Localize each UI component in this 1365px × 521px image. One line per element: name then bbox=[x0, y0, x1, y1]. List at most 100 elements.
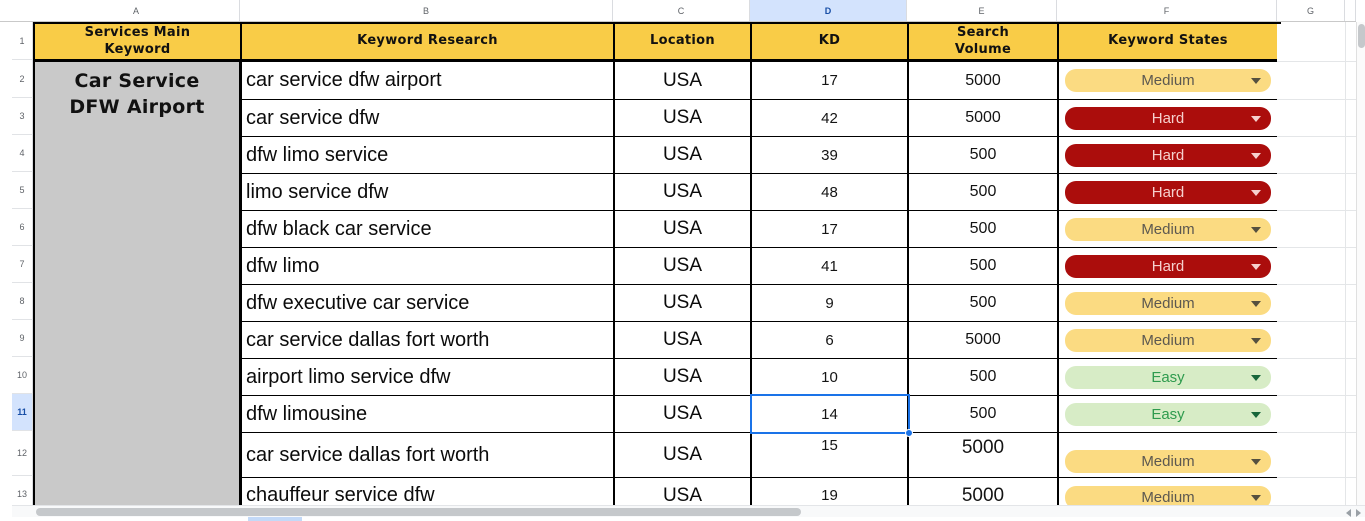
chevron-down-icon[interactable] bbox=[1251, 411, 1261, 418]
chevron-down-icon[interactable] bbox=[1251, 226, 1261, 233]
chevron-down-icon[interactable] bbox=[1251, 495, 1261, 501]
cell-d3[interactable]: 42 bbox=[752, 100, 909, 137]
column-header-e[interactable]: E bbox=[907, 0, 1057, 21]
cell-b9[interactable]: car service dallas fort worth bbox=[242, 322, 615, 359]
row-header-9[interactable]: 9 bbox=[12, 320, 33, 357]
chevron-down-icon[interactable] bbox=[1251, 374, 1261, 381]
cell-b10[interactable]: airport limo service dfw bbox=[242, 359, 615, 396]
chevron-down-icon[interactable] bbox=[1251, 152, 1261, 159]
cell-c4[interactable]: USA bbox=[615, 137, 752, 174]
cell-d4[interactable]: 39 bbox=[752, 137, 909, 174]
cell-f4[interactable]: Hard bbox=[1059, 137, 1279, 174]
chevron-down-icon[interactable] bbox=[1251, 337, 1261, 344]
cell-d5[interactable]: 48 bbox=[752, 174, 909, 211]
chevron-down-icon[interactable] bbox=[1251, 115, 1261, 122]
column-header-f[interactable]: F bbox=[1057, 0, 1277, 21]
cell-g3[interactable] bbox=[1277, 100, 1356, 137]
row-header-10[interactable]: 10 bbox=[12, 357, 33, 394]
cell-d12[interactable]: 15 bbox=[752, 433, 909, 478]
cell-g11[interactable] bbox=[1277, 396, 1356, 433]
cell-b4[interactable]: dfw limo service bbox=[242, 137, 615, 174]
cell-f7[interactable]: Hard bbox=[1059, 248, 1279, 285]
cell-e12[interactable]: 5000 bbox=[909, 433, 1059, 478]
horizontal-scrollbar-thumb[interactable] bbox=[36, 508, 801, 516]
cell-g5[interactable] bbox=[1277, 174, 1356, 211]
vertical-scrollbar-thumb[interactable] bbox=[1358, 24, 1365, 48]
header-cell-search-volume[interactable]: Search Volume bbox=[909, 24, 1059, 62]
chevron-down-icon[interactable] bbox=[1251, 300, 1261, 307]
column-header-g[interactable]: G bbox=[1277, 0, 1345, 21]
keyword-state-chip[interactable]: Medium bbox=[1065, 291, 1271, 315]
keyword-state-chip[interactable]: Medium bbox=[1065, 486, 1271, 509]
cell-e10[interactable]: 500 bbox=[909, 359, 1059, 396]
cell-c9[interactable]: USA bbox=[615, 322, 752, 359]
row-header-12[interactable]: 12 bbox=[12, 431, 33, 476]
cell-c3[interactable]: USA bbox=[615, 100, 752, 137]
cell-e3[interactable]: 5000 bbox=[909, 100, 1059, 137]
keyword-state-chip[interactable]: Hard bbox=[1065, 180, 1271, 204]
cell-f10[interactable]: Easy bbox=[1059, 359, 1279, 396]
cell-c6[interactable]: USA bbox=[615, 211, 752, 248]
cell-c12[interactable]: USA bbox=[615, 433, 752, 478]
cell-g10[interactable] bbox=[1277, 359, 1356, 396]
cell-c10[interactable]: USA bbox=[615, 359, 752, 396]
cell-f3[interactable]: Hard bbox=[1059, 100, 1279, 137]
cell-f8[interactable]: Medium bbox=[1059, 285, 1279, 322]
row-header-8[interactable]: 8 bbox=[12, 283, 33, 320]
row-header-2[interactable]: 2 bbox=[12, 60, 33, 98]
cell-d11[interactable]: 14 bbox=[752, 396, 909, 433]
cell-d7[interactable]: 41 bbox=[752, 248, 909, 285]
column-header-c[interactable]: C bbox=[613, 0, 750, 21]
cell-e5[interactable]: 500 bbox=[909, 174, 1059, 211]
cell-e7[interactable]: 500 bbox=[909, 248, 1059, 285]
keyword-state-chip[interactable]: Medium bbox=[1065, 450, 1271, 473]
keyword-state-chip[interactable]: Easy bbox=[1065, 365, 1271, 389]
chevron-down-icon[interactable] bbox=[1251, 263, 1261, 270]
cell-g7[interactable] bbox=[1277, 248, 1356, 285]
row-header-5[interactable]: 5 bbox=[12, 172, 33, 209]
keyword-state-chip[interactable]: Medium bbox=[1065, 328, 1271, 352]
keyword-state-chip[interactable]: Hard bbox=[1065, 254, 1271, 278]
cell-g12[interactable] bbox=[1277, 433, 1356, 478]
cell-g8[interactable] bbox=[1277, 285, 1356, 322]
header-cell-kd[interactable]: KD bbox=[752, 24, 909, 62]
cell-f5[interactable]: Hard bbox=[1059, 174, 1279, 211]
cell-b12[interactable]: car service dallas fort worth bbox=[242, 433, 615, 478]
row-header-4[interactable]: 4 bbox=[12, 135, 33, 172]
keyword-state-chip[interactable]: Hard bbox=[1065, 143, 1271, 167]
horizontal-scrollbar[interactable] bbox=[12, 505, 1365, 517]
cell-c2[interactable]: USA bbox=[615, 62, 752, 100]
cell-f6[interactable]: Medium bbox=[1059, 211, 1279, 248]
cell-d6[interactable]: 17 bbox=[752, 211, 909, 248]
header-cell-services-main-keyword[interactable]: Services Main Keyword bbox=[35, 24, 242, 62]
cell-b7[interactable]: dfw limo bbox=[242, 248, 615, 285]
cell-d10[interactable]: 10 bbox=[752, 359, 909, 396]
header-cell-location[interactable]: Location bbox=[615, 24, 752, 62]
cell-e9[interactable]: 5000 bbox=[909, 322, 1059, 359]
cell-g1[interactable] bbox=[1277, 24, 1356, 62]
cell-b8[interactable]: dfw executive car service bbox=[242, 285, 615, 322]
column-header-a[interactable]: A bbox=[33, 0, 240, 21]
cell-b6[interactable]: dfw black car service bbox=[242, 211, 615, 248]
fill-handle[interactable] bbox=[905, 429, 913, 437]
chevron-down-icon[interactable] bbox=[1251, 189, 1261, 196]
row-header-1[interactable]: 1 bbox=[12, 22, 33, 60]
cell-c5[interactable]: USA bbox=[615, 174, 752, 211]
header-cell-keyword-states[interactable]: Keyword States bbox=[1059, 24, 1279, 62]
merged-cell-main-keyword[interactable]: Car Service DFW Airport bbox=[35, 62, 242, 514]
cell-d8[interactable]: 9 bbox=[752, 285, 909, 322]
row-header-11[interactable]: 11 bbox=[12, 394, 33, 431]
row-header-6[interactable]: 6 bbox=[12, 209, 33, 246]
cell-g9[interactable] bbox=[1277, 322, 1356, 359]
row-header-3[interactable]: 3 bbox=[12, 98, 33, 135]
chevron-down-icon[interactable] bbox=[1251, 78, 1261, 84]
cell-g6[interactable] bbox=[1277, 211, 1356, 248]
cell-c7[interactable]: USA bbox=[615, 248, 752, 285]
cell-e6[interactable]: 500 bbox=[909, 211, 1059, 248]
cell-f12[interactable]: Medium bbox=[1059, 433, 1279, 478]
keyword-state-chip[interactable]: Hard bbox=[1065, 106, 1271, 130]
column-header-partial[interactable] bbox=[1345, 0, 1356, 21]
scroll-left-icon[interactable] bbox=[1346, 509, 1351, 517]
cell-g4[interactable] bbox=[1277, 137, 1356, 174]
cell-b3[interactable]: car service dfw bbox=[242, 100, 615, 137]
